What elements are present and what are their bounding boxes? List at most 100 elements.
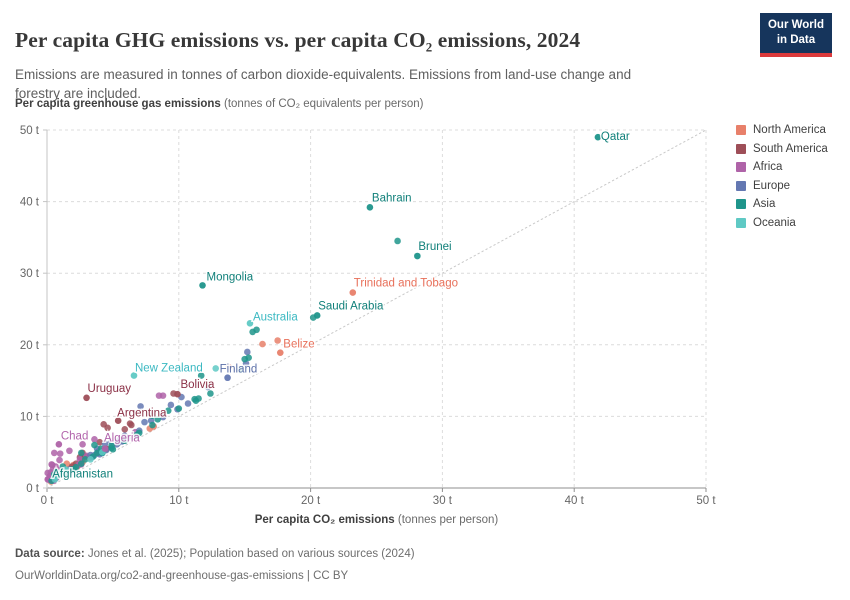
data-point[interactable] xyxy=(133,431,140,439)
data-point-belize[interactable] xyxy=(276,349,284,356)
data-point[interactable] xyxy=(212,365,220,372)
data-point[interactable] xyxy=(197,372,205,379)
data-point[interactable] xyxy=(141,418,148,426)
country-label-saudi-arabia[interactable]: Saudi Arabia xyxy=(317,299,386,314)
legend-item-africa[interactable]: Africa xyxy=(736,161,828,173)
legend-swatch xyxy=(736,143,746,154)
x-axis-title-units: (tonnes per person) xyxy=(394,514,499,526)
data-source-label: Data source: xyxy=(15,548,85,560)
data-point-uruguay[interactable] xyxy=(83,394,90,402)
data-point[interactable] xyxy=(81,456,89,463)
data-point[interactable] xyxy=(207,390,214,397)
data-point[interactable] xyxy=(259,340,266,348)
data-point-bahrain[interactable] xyxy=(366,204,374,211)
data-point-trinidad-and-tobago[interactable] xyxy=(349,289,357,296)
country-label-uruguay[interactable]: Uruguay xyxy=(86,381,133,396)
legend-item-asia[interactable]: Asia xyxy=(736,198,828,210)
data-point[interactable] xyxy=(91,441,98,449)
data-point[interactable] xyxy=(121,437,129,445)
data-point[interactable] xyxy=(137,403,144,410)
data-point[interactable] xyxy=(225,363,233,371)
data-point[interactable] xyxy=(274,337,281,344)
data-point-qatar[interactable] xyxy=(594,133,602,141)
x-tick-label: 40 t xyxy=(565,495,585,507)
data-point[interactable] xyxy=(394,237,401,245)
data-point[interactable] xyxy=(184,400,192,407)
country-label-finland[interactable]: Finland xyxy=(218,362,259,377)
legend-item-south-america[interactable]: South America xyxy=(736,143,828,155)
data-point[interactable] xyxy=(159,413,167,421)
data-point-algeria[interactable] xyxy=(101,445,109,452)
legend-item-north-america[interactable]: North America xyxy=(736,124,828,136)
data-point[interactable] xyxy=(164,407,172,414)
legend: North America South America Africa Europe As… xyxy=(736,124,828,235)
data-point[interactable] xyxy=(104,424,111,432)
data-point[interactable] xyxy=(56,456,63,464)
data-point[interactable] xyxy=(154,415,162,423)
country-label-brunei[interactable]: Brunei xyxy=(417,240,453,255)
data-point[interactable] xyxy=(121,425,129,433)
data-point[interactable] xyxy=(77,449,85,457)
data-point[interactable] xyxy=(51,476,59,483)
country-label-algeria[interactable]: Algeria xyxy=(102,431,141,446)
data-point-chad[interactable] xyxy=(55,441,63,448)
data-point[interactable] xyxy=(159,392,167,399)
data-point[interactable] xyxy=(175,405,183,412)
data-point[interactable] xyxy=(101,440,109,447)
license-line[interactable]: OurWorldinData.org/co2-and-greenhouse-ga… xyxy=(15,570,349,582)
legend-item-europe[interactable]: Europe xyxy=(736,180,828,192)
data-point-new-zealand[interactable] xyxy=(130,372,138,379)
data-point[interactable] xyxy=(126,420,134,427)
legend-label: Oceania xyxy=(753,216,796,229)
data-point-australia[interactable] xyxy=(246,320,254,327)
data-point[interactable] xyxy=(192,397,200,404)
data-point[interactable] xyxy=(91,436,98,443)
data-point-argentina[interactable] xyxy=(114,417,122,424)
legend-swatch xyxy=(736,180,746,191)
legend-item-oceania[interactable]: Oceania xyxy=(736,217,828,229)
data-point-bolivia[interactable] xyxy=(174,390,181,398)
scatter-plot: 0 t0 t 10 t 10 t 20 t 20 t 30 t 30 t 40 t 40 t 50… xyxy=(20,125,717,507)
country-label-mongolia[interactable]: Mongolia xyxy=(205,270,255,285)
country-label-afghanistan[interactable]: Afghanistan xyxy=(51,467,115,482)
data-point[interactable] xyxy=(249,328,256,336)
data-point-mongolia[interactable] xyxy=(199,282,206,289)
country-label-australia[interactable]: Australia xyxy=(251,310,299,325)
data-point-finland[interactable] xyxy=(224,374,231,382)
data-point[interactable] xyxy=(204,383,212,391)
data-point[interactable] xyxy=(149,421,156,429)
data-point[interactable] xyxy=(96,438,104,446)
data-point[interactable] xyxy=(79,441,86,448)
data-point[interactable] xyxy=(77,460,85,467)
data-point[interactable] xyxy=(56,450,64,457)
data-point[interactable] xyxy=(63,467,71,475)
data-point[interactable] xyxy=(66,447,73,455)
data-point[interactable] xyxy=(149,412,156,419)
data-point[interactable] xyxy=(236,366,244,374)
data-point[interactable] xyxy=(241,355,248,363)
data-point[interactable] xyxy=(87,456,94,463)
country-label-bahrain[interactable]: Bahrain xyxy=(370,191,413,206)
data-point-brunei[interactable] xyxy=(414,252,421,260)
country-label-new-zealand[interactable]: New Zealand xyxy=(133,361,204,376)
diagonal-reference-line xyxy=(46,129,707,489)
owid-logo[interactable]: Our World in Data xyxy=(759,13,832,57)
country-label-trinidad-and-tobago[interactable]: Trinidad and Tobago xyxy=(352,276,459,291)
data-point[interactable] xyxy=(244,348,251,356)
page-title: Per capita GHG emissions vs. per capita … xyxy=(15,28,581,53)
legend-label: South America xyxy=(753,142,828,155)
chart-subtitle: Emissions are measured in tonnes of carb… xyxy=(15,66,632,101)
country-label-argentina[interactable]: Argentina xyxy=(116,406,169,421)
country-label-qatar[interactable]: Qatar xyxy=(599,130,631,145)
data-point-saudi-arabia[interactable] xyxy=(313,312,321,319)
data-point[interactable] xyxy=(167,401,175,409)
data-point[interactable] xyxy=(109,446,117,453)
country-label-chad[interactable]: Chad xyxy=(59,429,90,444)
country-label-bolivia[interactable]: Bolivia xyxy=(179,378,216,393)
legend-swatch xyxy=(736,162,746,172)
data-point[interactable] xyxy=(68,466,76,473)
country-label-belize[interactable]: Belize xyxy=(282,337,316,352)
data-point-afghanistan[interactable] xyxy=(50,471,58,478)
data-point[interactable] xyxy=(50,449,58,457)
